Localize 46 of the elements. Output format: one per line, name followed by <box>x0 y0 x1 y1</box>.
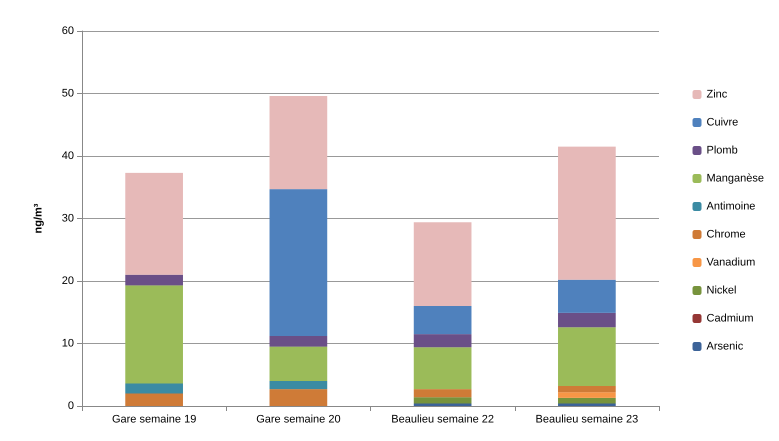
bar <box>558 386 616 392</box>
legend-label: Chrome <box>706 228 746 240</box>
legend-label: Cuivre <box>706 116 738 128</box>
y-tick-label: 40 <box>62 150 74 162</box>
bar <box>270 381 328 390</box>
bar <box>414 306 472 334</box>
legend-label: Nickel <box>706 284 736 296</box>
x-tick-label: Beaulieu semaine 22 <box>391 414 494 426</box>
bar <box>558 398 616 404</box>
bar <box>125 394 183 406</box>
y-tick-label: 60 <box>62 25 74 37</box>
x-tick-label: Beaulieu semaine 23 <box>536 414 638 426</box>
legend-label: Antimoine <box>706 200 756 212</box>
bar <box>125 285 183 384</box>
bar <box>414 347 472 390</box>
bar <box>414 334 472 348</box>
legend-label: Plomb <box>706 144 738 156</box>
bar <box>558 327 616 386</box>
bar <box>558 280 616 313</box>
bar <box>270 96 328 190</box>
bar <box>558 392 616 398</box>
y-axis-title: ng/m³ <box>32 203 44 234</box>
bar <box>558 146 616 280</box>
x-tick-label: Gare semaine 19 <box>112 414 196 426</box>
y-tick-label: 20 <box>62 275 74 287</box>
legend-label: Manganèse <box>706 172 764 184</box>
legend-label: Vanadium <box>706 256 756 268</box>
y-tick-label: 50 <box>62 88 74 100</box>
legend-label: Arsenic <box>706 340 744 352</box>
bar <box>125 384 183 394</box>
bar <box>414 389 472 398</box>
bar <box>414 397 472 404</box>
bar <box>125 274 183 286</box>
bar <box>270 189 328 336</box>
bar <box>558 312 616 328</box>
bar <box>414 222 472 306</box>
y-tick-label: 30 <box>62 212 74 224</box>
bar <box>270 389 328 406</box>
y-tick-label: 0 <box>68 400 74 412</box>
legend-label: Zinc <box>706 88 728 100</box>
bar <box>125 172 183 275</box>
y-tick-label: 10 <box>62 338 74 350</box>
x-tick-label: Gare semaine 20 <box>256 414 341 426</box>
bar <box>270 346 328 381</box>
legend-label: Cadmium <box>706 312 754 324</box>
bar <box>270 336 328 347</box>
